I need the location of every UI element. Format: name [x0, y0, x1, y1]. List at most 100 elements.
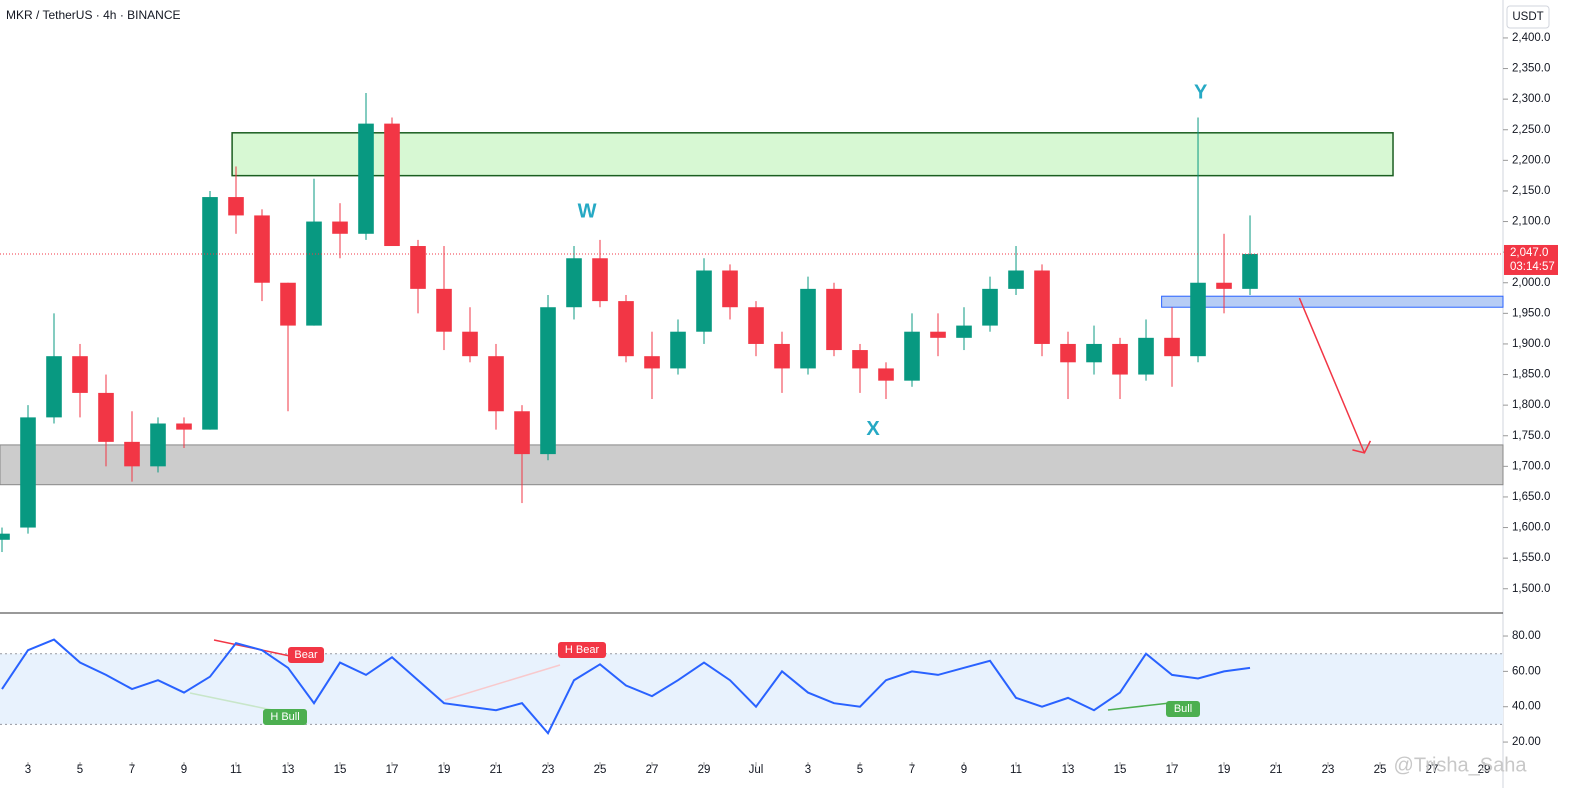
x-tick-label: 13 [1062, 764, 1075, 776]
candle-body [202, 197, 218, 430]
x-tick-label: 3 [805, 764, 811, 776]
x-tick-label: 27 [1426, 764, 1439, 776]
y-tick-label: 1,500.0 [1512, 583, 1550, 595]
x-tick-label: 25 [1374, 764, 1387, 776]
x-tick-label: 23 [1322, 764, 1335, 776]
rsi-label: H Bull [270, 711, 299, 723]
y-tick-label: 2,100.0 [1512, 216, 1550, 228]
candle-body [800, 288, 816, 369]
candle-body [98, 392, 114, 442]
candle-body [1190, 282, 1206, 357]
y-tick-label: 1,700.0 [1512, 460, 1550, 472]
last-price-label: 2,047.0 [1510, 247, 1548, 259]
rsi-line [1, 638, 1251, 736]
candle-body [306, 221, 322, 326]
y-tick-label: 60.00 [1512, 665, 1541, 677]
wave-label: Y [1194, 81, 1208, 103]
wave-label: W [578, 201, 597, 223]
y-tick-label: 2,350.0 [1512, 63, 1550, 75]
x-tick-label: 29 [1478, 764, 1491, 776]
x-tick-label: 3 [25, 764, 31, 776]
candle-body [436, 288, 452, 332]
y-tick-label: 1,800.0 [1512, 399, 1550, 411]
candle-body [956, 325, 972, 338]
x-tick-label: 23 [542, 764, 555, 776]
y-tick-label: 80.00 [1512, 630, 1541, 642]
candle-body [462, 331, 478, 357]
candle-body [878, 368, 894, 381]
x-tick-label: 13 [282, 764, 295, 776]
candle-body [124, 441, 140, 467]
x-tick-label: 27 [646, 764, 659, 776]
rsi-band [0, 653, 1503, 725]
x-tick-label: 11 [230, 764, 242, 776]
x-tick-label: 5 [77, 764, 83, 776]
rsi-label-box [288, 647, 324, 663]
x-tick-label: 9 [181, 764, 187, 776]
candle-body [696, 270, 712, 332]
y-tick-label: 2,250.0 [1512, 124, 1550, 136]
candle-body [1216, 282, 1232, 289]
x-tick-label: 17 [386, 764, 399, 776]
x-tick-label: 5 [857, 764, 863, 776]
x-tick-label: 25 [594, 764, 607, 776]
candle-body [540, 307, 556, 455]
x-tick-label: 15 [1114, 764, 1127, 776]
candle-body [748, 307, 764, 344]
candle-body [488, 356, 504, 412]
y-tick-label: 2,400.0 [1512, 32, 1550, 44]
countdown: 03:14:57 [1510, 261, 1555, 273]
x-tick-label: 29 [698, 764, 711, 776]
candle-body [280, 282, 296, 326]
candle-body [722, 270, 738, 308]
candle-body [384, 123, 400, 247]
x-tick-label: 11 [1010, 764, 1022, 776]
y-tick-label: 2,150.0 [1512, 185, 1550, 197]
rsi-label: H Bear [565, 644, 600, 656]
candle-body [72, 356, 88, 393]
x-tick-label: 7 [909, 764, 915, 776]
last-price-box [1504, 244, 1558, 275]
arrow [1298, 297, 1366, 454]
divergence-line [189, 692, 283, 713]
arrow-head [1352, 440, 1372, 454]
currency: USDT [1512, 11, 1543, 23]
candle-body [618, 301, 634, 357]
y-tick-label: 2,000.0 [1512, 277, 1550, 289]
candle-body [852, 350, 868, 369]
watermark: @Trisha_Saha [1394, 754, 1528, 776]
candle-body [930, 331, 946, 338]
currency-box [1506, 5, 1550, 29]
zone [231, 132, 1394, 177]
candle-body [514, 411, 530, 455]
x-tick-label: 21 [1270, 764, 1283, 776]
rsi-label: Bull [1174, 703, 1192, 715]
candle-body [982, 288, 998, 326]
candle-body [1008, 270, 1024, 289]
x-tick-label: 9 [961, 764, 967, 776]
candle-body [644, 356, 660, 369]
candle-body [566, 258, 582, 308]
x-tick-label: 15 [334, 764, 347, 776]
candle-body [670, 331, 686, 369]
y-tick-label: 2,200.0 [1512, 154, 1550, 166]
chart-title: MKR / TetherUS · 4h · BINANCE [6, 8, 181, 22]
candle-body [774, 343, 790, 369]
wave-label: X [866, 418, 880, 440]
rsi-label: Bear [294, 649, 318, 661]
candle-body [1164, 337, 1180, 357]
candle-body [1138, 337, 1154, 375]
y-tick-label: 1,650.0 [1512, 491, 1550, 503]
candle-body [0, 533, 10, 540]
zone [1161, 295, 1504, 308]
zone [0, 444, 1504, 486]
x-tick-label: Jul [749, 764, 764, 776]
candle-body [1242, 253, 1258, 289]
candle-body [358, 123, 374, 234]
divergence-line [1107, 702, 1171, 711]
y-tick-label: 2,300.0 [1512, 93, 1550, 105]
y-tick-label: 20.00 [1512, 736, 1541, 748]
y-tick-label: 1,950.0 [1512, 307, 1550, 319]
x-tick-label: 17 [1166, 764, 1179, 776]
candle-body [1086, 343, 1102, 363]
